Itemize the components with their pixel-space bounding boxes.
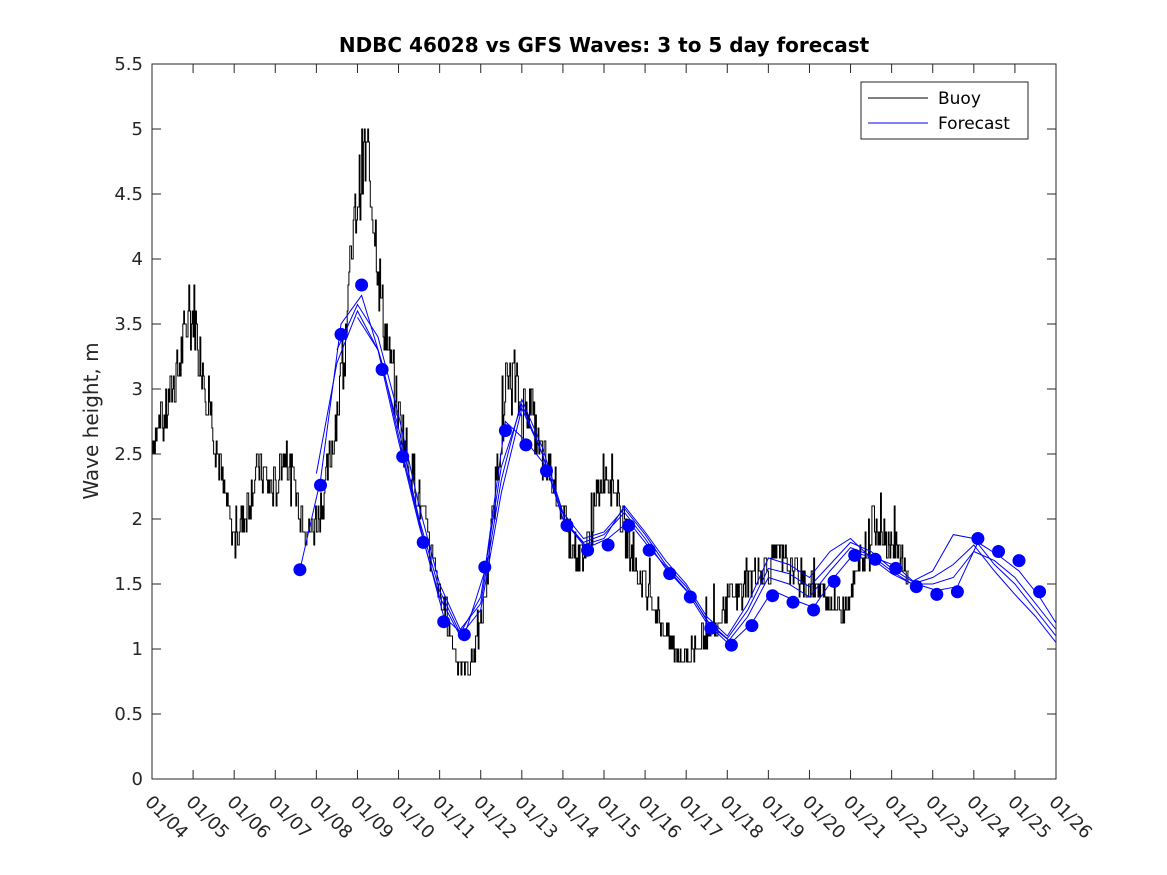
forecast-marker — [930, 587, 944, 601]
forecast-marker — [622, 519, 636, 532]
forecast-marker — [519, 438, 533, 452]
forecast-marker — [683, 590, 697, 604]
forecast-marker — [971, 532, 985, 545]
forecast-marker — [375, 363, 389, 376]
forecast-marker — [950, 585, 964, 599]
forecast-marker — [642, 543, 656, 557]
forecast-marker — [663, 567, 677, 581]
forecast-marker — [766, 589, 779, 603]
forecast-marker — [745, 619, 759, 633]
y-tick-label: 1 — [132, 639, 143, 660]
forecast-marker — [704, 621, 718, 635]
y-tick-label: 3.5 — [114, 314, 143, 335]
forecast-marker — [827, 574, 841, 588]
forecast-marker — [314, 478, 327, 492]
y-tick-label: 5.5 — [114, 54, 143, 75]
forecast-marker — [437, 615, 451, 629]
forecast-line-run-c — [336, 303, 1057, 640]
forecast-marker — [1012, 554, 1026, 568]
forecast-marker — [786, 595, 800, 609]
y-tick-label: 4 — [132, 249, 143, 270]
forecast-marker — [560, 519, 574, 532]
forecast-marker — [540, 464, 553, 478]
y-tick-label: 0 — [132, 769, 143, 790]
forecast-marker — [992, 545, 1005, 558]
y-tick-label: 5 — [132, 119, 143, 140]
legend-label-forecast: Forecast — [938, 114, 1010, 134]
y-tick-label: 2.5 — [114, 444, 143, 465]
forecast-marker — [1033, 585, 1047, 599]
y-tick-label: 1.5 — [114, 574, 143, 595]
forecast-marker — [724, 638, 738, 652]
y-axis-label: Wave height, m — [79, 342, 103, 499]
forecast-line-run-d — [357, 317, 1057, 643]
y-tick-label: 2 — [132, 509, 143, 530]
forecast-marker — [807, 603, 821, 617]
forecast-marker — [498, 424, 512, 438]
forecast-marker — [293, 563, 307, 577]
forecast-marker — [868, 552, 882, 566]
forecast-marker — [889, 561, 903, 575]
y-tick-label: 0.5 — [114, 704, 143, 725]
forecast-marker — [581, 543, 595, 557]
legend-label-buoy: Buoy — [938, 89, 981, 109]
forecast-line-run-b — [315, 309, 1057, 644]
forecast-marker — [355, 278, 369, 292]
forecast-marker — [909, 580, 923, 594]
forecast-marker — [601, 538, 615, 552]
y-tick-label: 3 — [132, 379, 143, 400]
forecast-marker — [457, 628, 471, 642]
forecast-marker — [334, 327, 348, 341]
forecast-marker — [478, 560, 492, 574]
chart-title: NDBC 46028 vs GFS Waves: 3 to 5 day fore… — [339, 33, 870, 57]
legend-box — [860, 81, 1029, 140]
forecast-marker — [416, 535, 430, 549]
forecast-marker — [396, 450, 410, 464]
forecast-marker — [848, 548, 862, 562]
legend: Buoy Forecast — [860, 81, 1029, 140]
y-tick-label: 4.5 — [114, 184, 143, 205]
